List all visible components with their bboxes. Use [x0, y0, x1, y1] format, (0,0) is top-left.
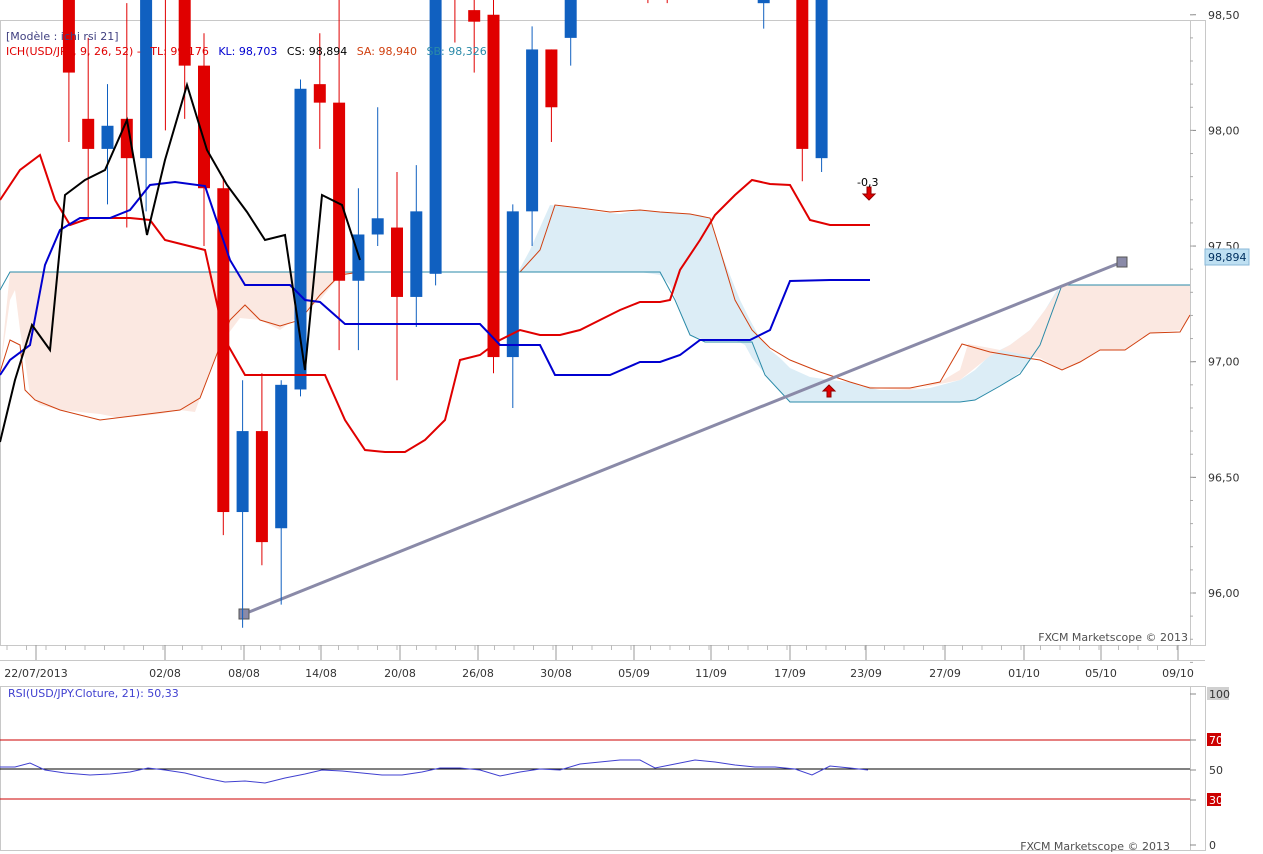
rsi-level-label: 100	[1209, 688, 1230, 701]
candle-body	[198, 65, 210, 189]
candle-body	[545, 49, 558, 108]
candle-body	[757, 0, 770, 4]
ichimoku-lines	[0, 81, 870, 453]
date-tick-label: 26/08	[462, 667, 494, 680]
ichimoku-name: ICH(USD/JPY, 9, 26, 52) -	[6, 45, 141, 58]
rsi-level-label: 30	[1209, 794, 1223, 807]
candle-body	[178, 0, 191, 66]
price-tick-label: 98,50	[1208, 9, 1240, 22]
ichimoku-kl: KL: 98,703	[218, 45, 277, 58]
kumo-bearish-future	[860, 285, 1190, 390]
trendline-handle-end	[1116, 256, 1128, 268]
date-tick-label: 09/10	[1162, 667, 1194, 680]
candlesticks	[62, 0, 828, 628]
date-axis: 22/07/2013 02/08 08/08 14/08 20/08 26/08 30/08…	[0, 645, 1205, 680]
candle-body	[140, 0, 153, 159]
ichimoku-tl: TL: 99,176	[149, 45, 209, 58]
tenkan-sen-line	[0, 153, 870, 453]
ichimoku-cloud	[0, 205, 1190, 418]
candle-body	[313, 84, 326, 103]
candle-body	[526, 49, 539, 212]
date-tick-label: 02/08	[149, 667, 181, 680]
price-axis-frame	[1190, 20, 1206, 646]
rsi-indicator: 100 70 50 30 0	[0, 687, 1230, 852]
ichimoku-sb: SB: 98,326	[426, 45, 486, 58]
senkou-span-b-line	[0, 271, 1190, 403]
date-tick-label: 17/09	[774, 667, 806, 680]
rsi-level-badge	[1207, 687, 1229, 700]
candle-body	[796, 0, 809, 149]
price-tick-label: 96,00	[1208, 587, 1240, 600]
date-tick-label: 05/09	[618, 667, 650, 680]
price-tick-label: 97,00	[1208, 356, 1240, 369]
senkou-span-lines	[0, 204, 1191, 421]
candle-body	[815, 0, 828, 159]
ichimoku-cs: CS: 98,894	[287, 45, 347, 58]
price-tick-label: 98,00	[1208, 124, 1240, 137]
kumo-bearish	[0, 272, 520, 418]
candle-body	[82, 118, 95, 149]
candle-body	[217, 188, 230, 513]
candle-body	[255, 431, 268, 543]
watermark-main: FXCM Marketscope © 2013	[1038, 631, 1188, 644]
date-tick-label: 30/08	[540, 667, 572, 680]
candle-body	[391, 227, 403, 297]
signal-markers	[821, 186, 877, 398]
candle-body	[101, 125, 114, 149]
date-tick-label: 23/09	[850, 667, 882, 680]
rsi-level-badge	[1207, 793, 1221, 806]
ichimoku-legend: ICH(USD/JPY, 9, 26, 52) - TL: 99,176 KL:…	[6, 45, 487, 58]
candle-body	[236, 431, 249, 513]
senkou-span-a-line	[0, 204, 1191, 421]
date-tick-label: 11/09	[695, 667, 727, 680]
trendline-handle-start	[238, 608, 250, 620]
candle-body	[468, 10, 481, 22]
last-price-label: 98,894	[1208, 251, 1247, 264]
candle-body	[564, 0, 577, 38]
candle-body	[506, 211, 519, 358]
rsi-label: RSI(USD/JPY.Cloture, 21): 50,33	[8, 687, 179, 700]
date-tick-label: 08/08	[228, 667, 260, 680]
trendline[interactable]	[238, 256, 1128, 620]
rsi-level-label: 0	[1209, 839, 1216, 852]
rsi-level-label: 50	[1209, 764, 1223, 777]
date-tick-label: 05/10	[1085, 667, 1117, 680]
model-label: [Modèle : ichi rsi 21]	[6, 30, 119, 43]
candle-body	[410, 211, 423, 297]
date-tick-label: 22/07/2013	[4, 667, 67, 680]
candle-body	[429, 0, 442, 274]
chikou-span-line	[0, 81, 361, 443]
candle-body	[333, 102, 346, 281]
candle-body	[62, 0, 75, 73]
trendline-segment	[243, 260, 1123, 616]
buy-arrow-icon	[821, 384, 837, 398]
rsi-level-badge	[1207, 733, 1221, 746]
date-tick-label: 01/10	[1008, 667, 1040, 680]
date-tick-label: 20/08	[384, 667, 416, 680]
candle-body	[487, 14, 500, 358]
date-tick-label: 27/09	[929, 667, 961, 680]
rsi-line	[0, 759, 869, 784]
annotation-text: -0,3	[857, 176, 878, 189]
price-tick-label: 96,50	[1208, 471, 1240, 484]
last-price-badge	[1204, 248, 1250, 266]
sell-arrow-icon	[861, 186, 877, 201]
ichimoku-sa: SA: 98,940	[357, 45, 417, 58]
kijun-sen-line	[0, 180, 870, 376]
candle-body	[275, 384, 288, 529]
candle-body	[371, 218, 384, 235]
rsi-level-label: 70	[1209, 734, 1223, 747]
date-tick-label: 14/08	[305, 667, 337, 680]
watermark-rsi: FXCM Marketscope © 2013	[1020, 840, 1170, 853]
kumo-bullish	[518, 205, 1060, 402]
rsi-axis-frame	[1190, 686, 1206, 851]
